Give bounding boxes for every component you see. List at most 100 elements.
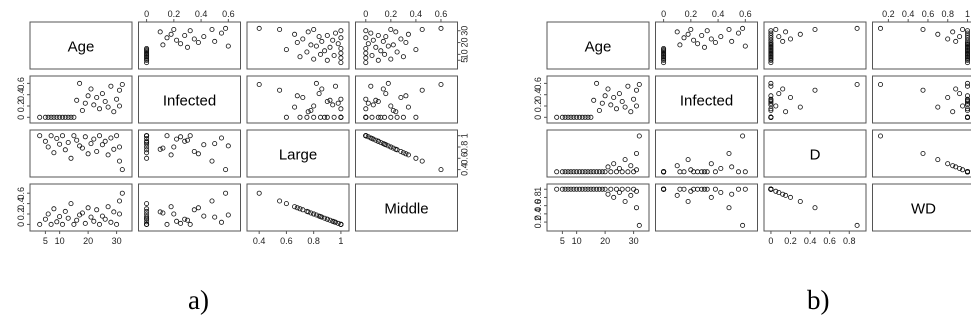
- data-point: [182, 33, 188, 39]
- data-point: [105, 104, 111, 110]
- data-point: [45, 144, 51, 150]
- data-point: [699, 186, 705, 192]
- data-point: [65, 139, 71, 145]
- data-point: [577, 186, 583, 192]
- data-point: [48, 221, 54, 227]
- data-point: [201, 213, 207, 219]
- data-point: [783, 192, 789, 198]
- x-tick-label: 20: [600, 236, 610, 246]
- data-point: [965, 35, 971, 41]
- data-point: [559, 114, 565, 120]
- y-tick-label: 0.6: [16, 77, 26, 90]
- data-point: [768, 83, 774, 89]
- data-point: [60, 221, 66, 227]
- data-point: [776, 34, 782, 40]
- data-point: [619, 186, 625, 192]
- data-point: [403, 40, 409, 46]
- x-tick-label: 0.4: [195, 9, 208, 19]
- data-point: [438, 25, 444, 31]
- data-point: [79, 210, 85, 216]
- x-tick-label: 30: [629, 236, 639, 246]
- data-point: [776, 189, 782, 195]
- x-tick-label: 0.8: [941, 9, 954, 19]
- data-point: [218, 219, 224, 225]
- data-point: [373, 97, 379, 103]
- data-point: [330, 102, 336, 108]
- data-point: [950, 163, 956, 169]
- y-tick-label: 0.4: [16, 88, 26, 101]
- matrix-cell-frame: [872, 183, 971, 232]
- data-point: [338, 55, 344, 61]
- data-point: [935, 31, 941, 37]
- data-point: [283, 114, 289, 120]
- data-point: [780, 38, 786, 44]
- data-point: [223, 167, 229, 173]
- data-point: [378, 114, 384, 120]
- data-point: [965, 40, 971, 46]
- data-point: [319, 38, 325, 44]
- data-point: [144, 139, 150, 145]
- data-point: [164, 221, 170, 227]
- data-point: [699, 33, 705, 39]
- data-point: [317, 51, 323, 57]
- data-point: [368, 135, 374, 141]
- data-point: [68, 114, 74, 120]
- data-point: [304, 114, 310, 120]
- data-point: [327, 217, 333, 223]
- data-point: [661, 60, 667, 66]
- data-point: [854, 222, 860, 228]
- data-point: [225, 212, 231, 218]
- data-point: [338, 96, 344, 102]
- data-point: [363, 55, 369, 61]
- data-point: [388, 103, 394, 109]
- data-point: [385, 43, 391, 49]
- data-point: [144, 215, 150, 221]
- matrix-cell-frame: [246, 75, 350, 124]
- data-point: [380, 141, 386, 147]
- data-point: [571, 186, 577, 192]
- data-point: [965, 83, 971, 89]
- data-point: [178, 134, 184, 140]
- data-point: [773, 103, 779, 109]
- data-point: [768, 35, 774, 41]
- data-point: [768, 93, 774, 99]
- data-point: [373, 44, 379, 50]
- data-point: [708, 194, 714, 200]
- matrix-cell-frame: [29, 183, 133, 232]
- data-point: [82, 220, 88, 226]
- data-point: [191, 36, 197, 42]
- data-point: [375, 57, 381, 63]
- caption-a: a): [188, 285, 209, 315]
- data-point: [685, 157, 691, 163]
- variable-label: Middle: [384, 201, 428, 218]
- data-point: [965, 99, 971, 105]
- data-point: [405, 152, 411, 158]
- data-point: [313, 212, 319, 218]
- data-point: [85, 151, 91, 157]
- data-point: [62, 208, 68, 214]
- data-point: [57, 214, 63, 220]
- data-point: [783, 109, 789, 115]
- data-point: [736, 186, 742, 192]
- data-point: [383, 34, 389, 40]
- data-point: [375, 138, 381, 144]
- data-point: [602, 169, 608, 175]
- data-point: [88, 141, 94, 147]
- x-tick-label: 30: [112, 236, 122, 246]
- data-point: [225, 143, 231, 149]
- data-point: [574, 114, 580, 120]
- data-point: [305, 29, 311, 35]
- data-point: [579, 186, 585, 192]
- x-tick-label: 0.6: [435, 9, 448, 19]
- data-point: [582, 169, 588, 175]
- y-tick-label: 30: [460, 26, 470, 36]
- data-point: [677, 186, 683, 192]
- data-point: [144, 206, 150, 212]
- data-point: [225, 43, 231, 49]
- data-point: [797, 198, 803, 204]
- data-point: [380, 86, 386, 92]
- data-point: [382, 51, 388, 57]
- data-point: [48, 114, 54, 120]
- data-point: [619, 169, 625, 175]
